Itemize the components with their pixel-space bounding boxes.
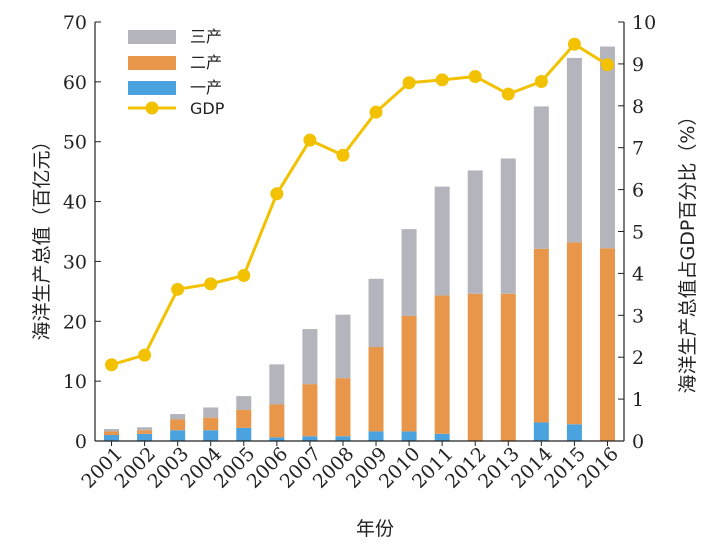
x-axis-title: 年份 — [356, 518, 394, 540]
bar-tertiary-2011 — [434, 186, 450, 296]
gdp-line — [111, 42, 609, 367]
bar-primary-2006 — [269, 437, 285, 441]
right-tick-label-9: 9 — [632, 54, 644, 76]
bar-primary-2010 — [401, 431, 417, 441]
right-tick-label-10: 10 — [632, 12, 656, 34]
left-tick-label-0: 0 — [75, 431, 87, 453]
right-tick-label-4: 4 — [632, 263, 644, 285]
gdp-point-2001 — [105, 358, 119, 372]
gdp-point-2013 — [501, 87, 515, 101]
bar-secondary-2009 — [368, 347, 384, 432]
bar-secondary-2011 — [434, 295, 450, 434]
bar-primary-2001 — [104, 435, 120, 441]
legend: 三产 二产 一产 GDP — [128, 27, 225, 118]
gdp-point-2003 — [171, 282, 185, 296]
left-tick-label-10: 10 — [63, 371, 87, 393]
bar-secondary-2006 — [269, 404, 285, 438]
bar-primary-2004 — [203, 430, 219, 441]
right-tick-label-2: 2 — [632, 347, 644, 369]
bar-tertiary-2003 — [170, 414, 186, 420]
bar-secondary-2013 — [500, 293, 516, 441]
gdp-point-2007 — [303, 133, 317, 147]
bar-primary-2009 — [368, 431, 384, 441]
gdp-point-2004 — [204, 277, 218, 291]
legend-label-tertiary: 三产 — [190, 27, 222, 46]
right-tick-label-5: 5 — [632, 222, 644, 244]
bar-secondary-2001 — [104, 431, 120, 436]
bar-secondary-2015 — [566, 242, 582, 425]
legend-marker-gdp — [145, 101, 159, 115]
left-tick-label-60: 60 — [63, 72, 87, 94]
bar-primary-2008 — [335, 436, 351, 441]
bar-secondary-2016 — [599, 248, 615, 441]
bar-primary-2002 — [137, 433, 153, 441]
gdp-point-2009 — [369, 105, 383, 119]
gdp-point-2015 — [567, 37, 581, 51]
gdp-point-2006 — [270, 187, 284, 201]
right-tick-label-7: 7 — [632, 138, 644, 160]
gdp-point-2014 — [534, 75, 548, 88]
bar-primary-2007 — [302, 436, 318, 441]
gdp-point-2002 — [138, 348, 152, 362]
gdp-line-layer — [105, 37, 614, 372]
bar-tertiary-2005 — [236, 396, 252, 410]
bar-secondary-2014 — [533, 248, 549, 423]
left-tick-label-50: 50 — [63, 132, 87, 154]
legend-swatch-primary — [128, 81, 176, 95]
right-axis-title: 海洋生产总值占GDP百分比（%） — [677, 107, 699, 394]
bar-secondary-2002 — [137, 430, 153, 434]
bar-primary-2014 — [533, 422, 549, 441]
bar-tertiary-2009 — [368, 278, 384, 348]
bar-layer — [104, 46, 615, 441]
gdp-point-2012 — [468, 69, 482, 83]
legend-label-gdp: GDP — [190, 99, 225, 118]
left-tick-label-30: 30 — [63, 251, 87, 273]
gdp-point-2016 — [600, 58, 614, 72]
legend-swatch-tertiary — [128, 30, 176, 44]
left-tick-label-20: 20 — [63, 311, 87, 333]
bar-secondary-2012 — [467, 293, 483, 441]
bar-secondary-2003 — [170, 419, 186, 431]
gdp-point-2010 — [402, 76, 416, 90]
bar-tertiary-2012 — [467, 170, 483, 294]
bar-secondary-2004 — [203, 417, 219, 431]
legend-label-primary: 一产 — [190, 78, 222, 97]
bar-primary-2011 — [434, 433, 450, 441]
bar-tertiary-2008 — [335, 314, 351, 379]
bar-secondary-2010 — [401, 315, 417, 432]
left-tick-label-40: 40 — [63, 192, 87, 214]
bar-primary-2005 — [236, 427, 252, 441]
right-tick-label-0: 0 — [632, 431, 644, 453]
bar-secondary-2008 — [335, 378, 351, 437]
bar-secondary-2005 — [236, 409, 252, 428]
bar-secondary-2007 — [302, 384, 318, 437]
right-tick-label-6: 6 — [632, 180, 644, 202]
bar-tertiary-2001 — [104, 429, 120, 432]
bar-tertiary-2016 — [599, 46, 615, 249]
legend-label-secondary: 二产 — [190, 53, 222, 72]
left-tick-label-70: 70 — [63, 12, 87, 34]
bar-tertiary-2013 — [500, 158, 516, 294]
right-tick-label-8: 8 — [632, 96, 644, 118]
bar-tertiary-2015 — [566, 57, 582, 243]
bar-tertiary-2007 — [302, 329, 318, 385]
left-axis-title: 海洋生产总值（百亿元） — [31, 131, 53, 340]
bar-tertiary-2004 — [203, 407, 219, 418]
right-tick-label-3: 3 — [632, 305, 644, 327]
bar-tertiary-2014 — [533, 106, 549, 249]
gdp-point-2008 — [336, 148, 350, 162]
right-tick-label-1: 1 — [632, 389, 644, 411]
gdp-point-2005 — [237, 269, 251, 282]
legend-swatch-secondary — [128, 56, 176, 70]
bar-tertiary-2002 — [137, 427, 153, 431]
bar-primary-2003 — [170, 430, 186, 441]
bar-primary-2015 — [566, 424, 582, 441]
bar-tertiary-2010 — [401, 229, 417, 316]
bar-tertiary-2006 — [269, 364, 285, 405]
gdp-point-2011 — [435, 73, 449, 87]
